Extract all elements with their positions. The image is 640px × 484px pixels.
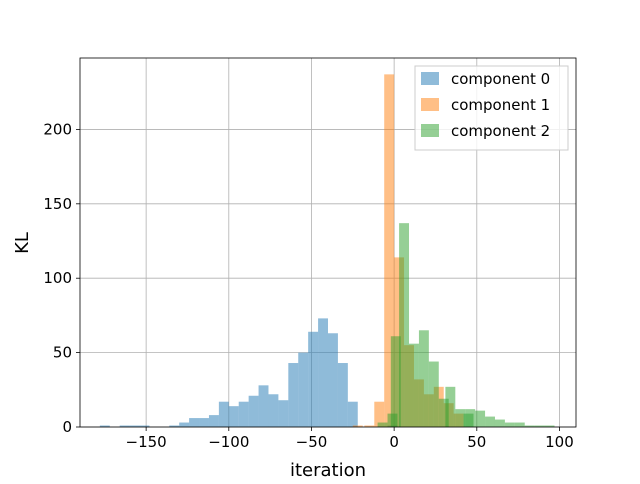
bar-s2-b5	[418, 330, 429, 427]
bar-s0-b20	[298, 352, 309, 427]
bar-s0-b8	[179, 422, 190, 427]
bar-s0-b15	[248, 395, 259, 427]
bar-s2-b3	[399, 223, 410, 427]
bar-s0-b3	[129, 425, 140, 427]
bar-s0-b12	[218, 401, 229, 427]
bar-s2-b15	[504, 422, 515, 427]
bar-s0-b4	[139, 425, 150, 427]
legend-label-0: component 0	[451, 70, 550, 88]
bar-s1-b0	[352, 425, 363, 427]
bar-s0-b24	[337, 363, 348, 427]
bar-s2-b12	[475, 410, 486, 427]
bar-s2-b11	[465, 409, 476, 427]
y-tick-label-2: 100	[43, 269, 72, 287]
x-tick-label-4: 50	[467, 433, 486, 451]
bar-s2-b0	[377, 422, 388, 427]
bar-s0-b0	[99, 425, 110, 427]
bar-s0-b21	[308, 331, 319, 427]
bar-s0-b14	[238, 401, 249, 427]
legend: component 0 component 1 component 2	[414, 65, 569, 151]
bar-s2-b17	[524, 425, 535, 427]
bar-s0-b2	[119, 425, 130, 427]
bar-s0-b17	[268, 394, 279, 427]
y-tick-label-4: 200	[43, 120, 72, 138]
ticks: −150 −100 −50 0 50 100 0 50 100 150 200	[43, 120, 573, 451]
bar-s0-b22	[318, 318, 328, 427]
bar-s0-b9	[189, 418, 200, 427]
y-tick-label-3: 150	[43, 195, 72, 213]
bar-s0-b18	[278, 400, 289, 427]
bar-s0-b13	[228, 406, 239, 427]
legend-label-2: component 2	[451, 122, 550, 140]
bar-s2-b16	[514, 422, 525, 427]
bar-s0-b7	[169, 425, 180, 427]
bar-s0-b10	[199, 418, 209, 427]
bar-s0-b19	[288, 363, 299, 427]
bar-s2-b13	[485, 416, 495, 427]
bar-s2-b4	[409, 343, 419, 427]
bar-s2-b9	[455, 409, 466, 427]
bars	[99, 74, 555, 427]
bar-s1-b3	[384, 74, 395, 427]
bar-s2-b2	[390, 336, 401, 427]
x-tick-label-3: 0	[389, 433, 399, 451]
bar-s1-b2	[374, 401, 385, 427]
bar-s2-b7	[438, 398, 449, 427]
bar-s0-b16	[258, 385, 269, 427]
x-tick-label-1: −100	[208, 433, 249, 451]
legend-swatch-2	[421, 124, 439, 137]
bar-s2-b18	[534, 425, 545, 427]
legend-swatch-0	[421, 72, 439, 85]
bar-s2-b19	[544, 425, 555, 427]
legend-box	[414, 65, 569, 151]
legend-swatch-1	[421, 98, 439, 111]
bar-s2-b6	[428, 361, 439, 427]
bar-s0-b25	[347, 401, 358, 427]
bar-s0-b11	[208, 415, 219, 427]
y-axis-label: KL	[12, 232, 33, 254]
bar-s0-b23	[328, 333, 338, 427]
y-tick-label-1: 50	[53, 344, 72, 362]
legend-label-1: component 1	[451, 96, 550, 114]
x-tick-label-0: −150	[126, 433, 167, 451]
x-tick-label-5: 100	[545, 433, 574, 451]
axes-frame	[79, 57, 577, 428]
y-tick-label-0: 0	[62, 418, 72, 436]
bar-s2-b8	[445, 386, 456, 427]
bar-s1-b1	[364, 425, 375, 427]
bar-s2-b14	[494, 419, 505, 427]
x-tick-label-2: −50	[296, 433, 328, 451]
x-axis-label: iteration	[290, 460, 366, 480]
